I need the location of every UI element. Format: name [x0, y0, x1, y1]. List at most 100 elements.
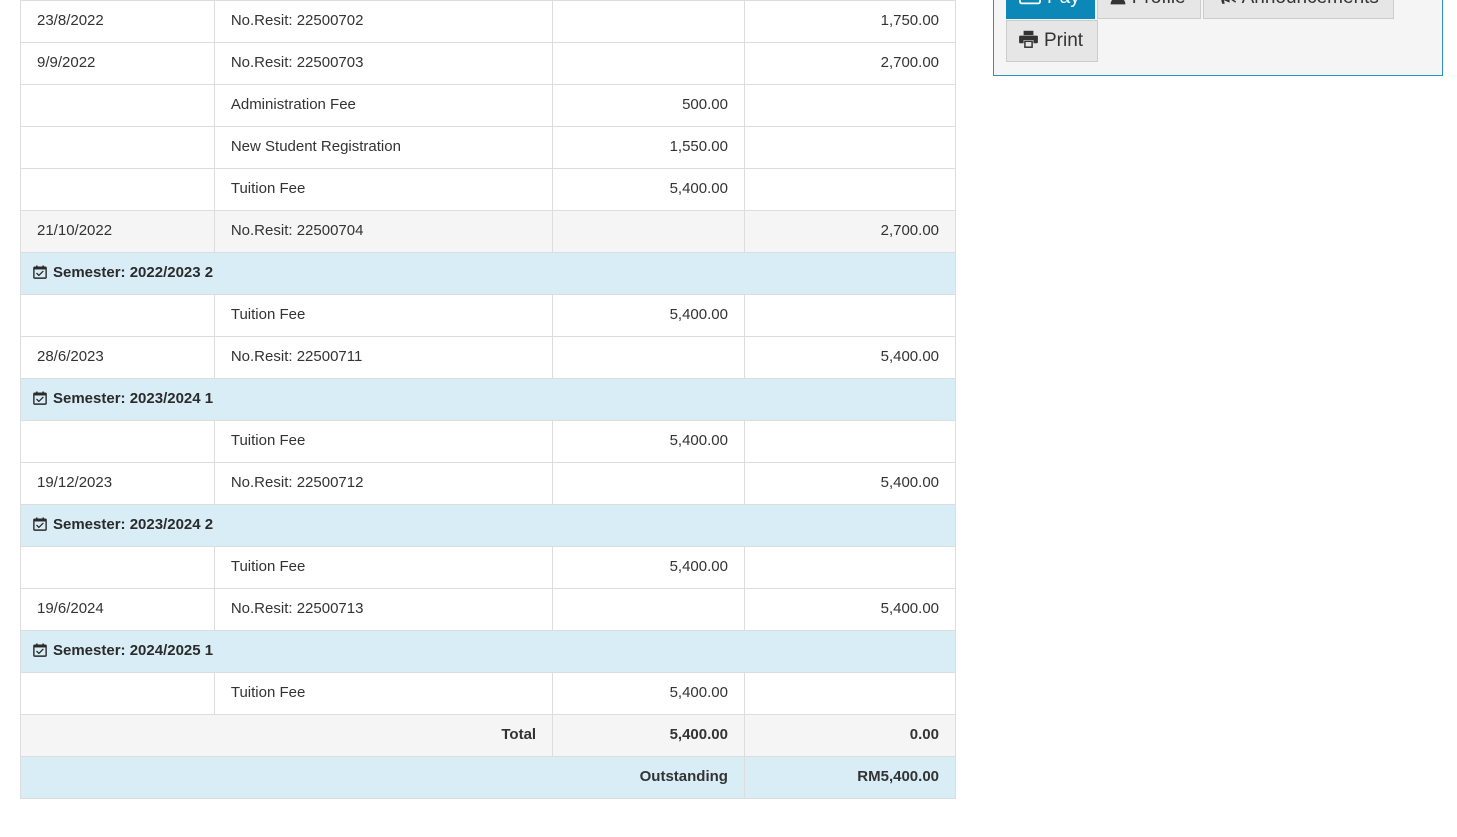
action-button-group: Pay Profile Announcements Print	[1006, 0, 1430, 63]
cell-date	[20, 84, 215, 127]
cell-date	[20, 672, 215, 715]
table-row: Tuition Fee 5,400.00	[20, 294, 957, 337]
table-row: 23/8/2022 No.Resit: 22500702 1,750.00	[20, 0, 957, 43]
semester-header-row: Semester: 2023/2024 2	[20, 504, 956, 547]
table-row: 9/9/2022 No.Resit: 22500703 2,700.00	[20, 42, 957, 85]
bullhorn-icon	[1216, 0, 1236, 5]
cell-credit: 2,700.00	[743, 210, 957, 253]
cell-date	[20, 420, 215, 463]
semester-label-cell: Semester: 2022/2023 2	[20, 252, 956, 295]
semester-label: Semester: 2024/2025 1	[53, 642, 214, 660]
semester-label: Semester: 2022/2023 2	[53, 264, 214, 282]
semester-label-cell: Semester: 2023/2024 1	[20, 378, 956, 421]
table-row: Tuition Fee 5,400.00	[20, 168, 957, 211]
cell-credit	[743, 420, 957, 463]
semester-label-cell: Semester: 2024/2025 1	[20, 630, 956, 673]
cell-credit: 5,400.00	[743, 336, 957, 379]
cell-debit	[552, 462, 745, 505]
cell-debit: 500.00	[552, 84, 745, 127]
cell-description: No.Resit: 22500702	[213, 0, 554, 43]
cell-description: Tuition Fee	[213, 294, 554, 337]
cell-date: 19/12/2023	[20, 462, 215, 505]
cell-credit	[743, 84, 957, 127]
cell-debit	[552, 0, 745, 43]
semester-label-cell: Semester: 2023/2024 2	[20, 504, 956, 547]
cell-date	[20, 546, 215, 589]
cell-description: Administration Fee	[213, 84, 554, 127]
pay-button-label: Pay	[1047, 0, 1080, 8]
table-row: Tuition Fee 5,400.00	[20, 546, 957, 589]
outstanding-row: Outstanding RM5,400.00	[20, 756, 957, 799]
cell-credit: 1,750.00	[743, 0, 957, 43]
table-row: 21/10/2022 No.Resit: 22500704 2,700.00	[20, 210, 957, 253]
outstanding-label: Outstanding	[20, 756, 745, 799]
semester-header-row: Semester: 2024/2025 1	[20, 630, 956, 673]
cell-description: No.Resit: 22500703	[213, 42, 554, 85]
cell-credit	[743, 168, 957, 211]
semester-header-row: Semester: 2022/2023 2	[20, 252, 956, 295]
cell-debit: 5,400.00	[552, 168, 745, 211]
calendar-check-icon	[33, 643, 47, 658]
cell-date: 9/9/2022	[20, 42, 215, 85]
cell-debit	[552, 42, 745, 85]
cell-debit	[552, 210, 745, 253]
announcements-button-label: Announcements	[1242, 0, 1379, 8]
announcements-button[interactable]: Announcements	[1202, 0, 1394, 19]
cell-debit: 5,400.00	[552, 672, 745, 715]
cell-debit: 1,550.00	[552, 126, 745, 169]
table-row: 28/6/2023 No.Resit: 22500711 5,400.00	[20, 336, 957, 379]
cell-date: 19/6/2024	[20, 588, 215, 631]
action-panel: Pay Profile Announcements Print	[993, 0, 1443, 76]
cell-credit: 5,400.00	[743, 462, 957, 505]
table-row: 19/12/2023 No.Resit: 22500712 5,400.00	[20, 462, 957, 505]
cell-description: No.Resit: 22500713	[213, 588, 554, 631]
cell-date	[20, 126, 215, 169]
cell-description: Tuition Fee	[213, 168, 554, 211]
cell-description: No.Resit: 22500704	[213, 210, 554, 253]
cell-credit	[743, 126, 957, 169]
calendar-check-icon	[33, 517, 47, 532]
profile-button-label: Profile	[1132, 0, 1186, 8]
cell-debit	[552, 336, 745, 379]
cell-credit: 5,400.00	[743, 588, 957, 631]
cell-credit	[743, 672, 957, 715]
cell-description: No.Resit: 22500712	[213, 462, 554, 505]
total-label: Total	[19, 714, 554, 757]
table-row: Tuition Fee 5,400.00	[20, 672, 957, 715]
semester-header-row: Semester: 2023/2024 1	[20, 378, 956, 421]
table-row: Administration Fee 500.00	[20, 84, 957, 127]
cell-credit: 2,700.00	[743, 42, 957, 85]
cell-date: 21/10/2022	[20, 210, 215, 253]
outstanding-amount: RM5,400.00	[743, 756, 957, 799]
table-row: Tuition Fee 5,400.00	[20, 420, 957, 463]
cell-credit	[743, 294, 957, 337]
pay-button[interactable]: Pay	[1006, 0, 1095, 19]
calendar-check-icon	[33, 265, 47, 280]
cell-date	[20, 168, 215, 211]
semester-label: Semester: 2023/2024 2	[53, 516, 214, 534]
printer-icon	[1019, 30, 1038, 48]
cell-date: 28/6/2023	[20, 336, 215, 379]
total-row: Total 5,400.00 0.00	[19, 714, 957, 757]
cell-debit: 5,400.00	[552, 546, 745, 589]
total-debit-value: 5,400.00	[552, 714, 745, 757]
cell-date: 23/8/2022	[20, 0, 215, 43]
cell-debit: 5,400.00	[552, 420, 745, 463]
print-button[interactable]: Print	[1006, 19, 1099, 62]
print-button-label: Print	[1044, 29, 1084, 51]
cell-description: Tuition Fee	[213, 546, 554, 589]
total-credit-value: 0.00	[743, 714, 957, 757]
user-icon	[1110, 0, 1126, 5]
calendar-check-icon	[33, 391, 47, 406]
semester-label: Semester: 2023/2024 1	[53, 390, 214, 408]
cell-description: Tuition Fee	[213, 420, 554, 463]
cell-description: No.Resit: 22500711	[213, 336, 554, 379]
profile-button[interactable]: Profile	[1096, 0, 1201, 19]
credit-card-icon	[1019, 0, 1041, 5]
cell-description: New Student Registration	[213, 126, 554, 169]
cell-debit: 5,400.00	[552, 294, 745, 337]
cell-debit	[552, 588, 745, 631]
table-row: New Student Registration 1,550.00	[20, 126, 957, 169]
